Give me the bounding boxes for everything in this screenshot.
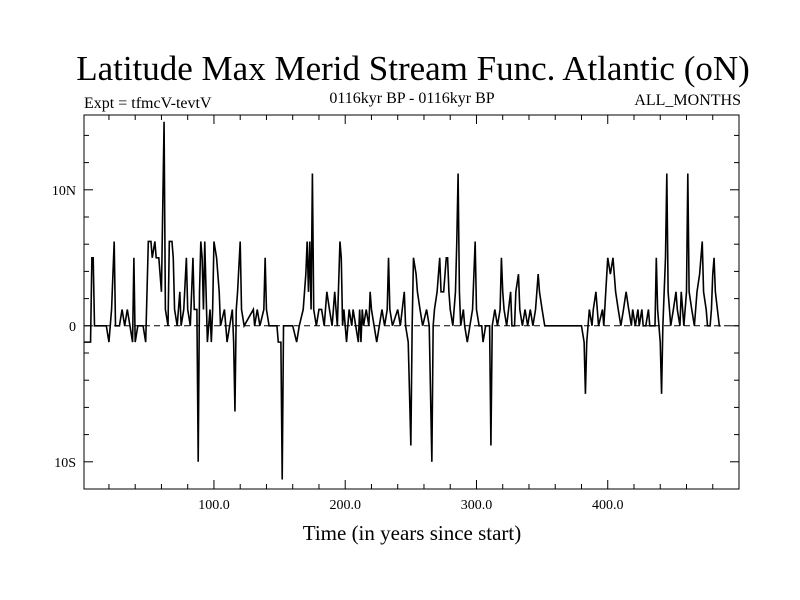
axis-ticks (84, 115, 739, 490)
period-label: 0116kyr BP - 0116kyr BP (329, 90, 494, 107)
y-tick-label: 10S (54, 456, 76, 471)
axis-tick-labels: 100.0 200.0 300.0 400.0 10S 0 10N (52, 184, 624, 513)
series-line (84, 121, 721, 480)
x-tick-label: 400.0 (592, 498, 624, 513)
x-tick-label: 100.0 (198, 498, 230, 513)
x-axis-label: Time (in years since start) (303, 521, 522, 545)
months-label: ALL_MONTHS (634, 92, 741, 109)
y-tick-label: 0 (69, 320, 76, 335)
y-tick-label: 10N (52, 184, 76, 199)
plot-frame (83, 114, 740, 490)
x-tick-label: 300.0 (461, 498, 493, 513)
chart-title: Latitude Max Merid Stream Func. Atlantic… (76, 49, 750, 88)
experiment-label: Expt = tfmcV-tevtV (84, 95, 212, 112)
x-tick-label: 200.0 (329, 498, 361, 513)
